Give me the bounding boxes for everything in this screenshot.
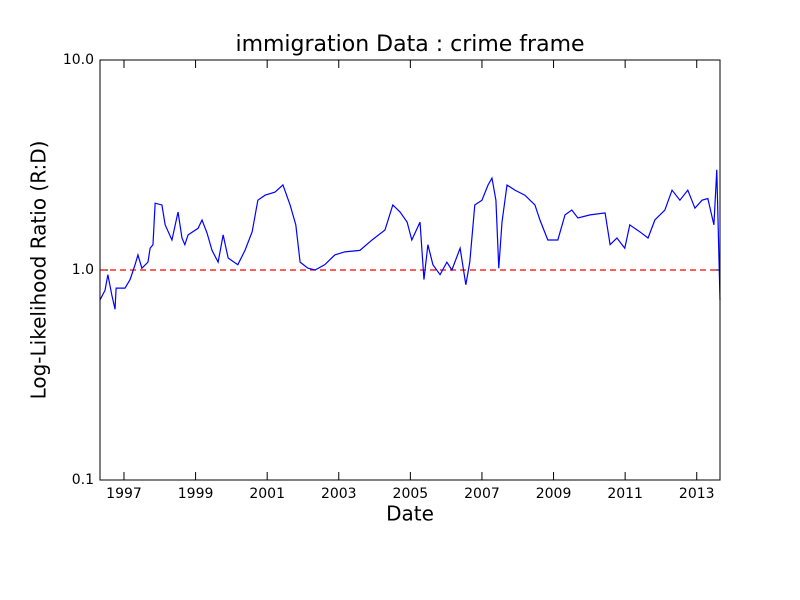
x-axis-label: Date — [386, 502, 434, 526]
x-tick-label: 2003 — [321, 486, 357, 502]
y-axis-label: Log-Likelihood Ratio (R:D) — [27, 141, 51, 400]
plot-frame — [99, 59, 721, 481]
y-tick-label: 0.1 — [72, 472, 94, 488]
x-tick-label: 1999 — [178, 486, 214, 502]
x-tick-label: 1997 — [106, 486, 142, 502]
chart-title: immigration Data : crime frame — [235, 32, 584, 57]
y-tick-label: 1.0 — [72, 262, 94, 278]
data-line — [99, 169, 721, 310]
x-tick-label: 2001 — [249, 486, 285, 502]
y-tick-label: 10.0 — [63, 52, 94, 68]
x-tick-label: 2011 — [607, 486, 643, 502]
x-tick-label: 2005 — [393, 486, 429, 502]
x-tick-label: 2007 — [464, 486, 500, 502]
x-tick-label: 2009 — [536, 486, 572, 502]
x-tick-label: 2013 — [679, 486, 715, 502]
